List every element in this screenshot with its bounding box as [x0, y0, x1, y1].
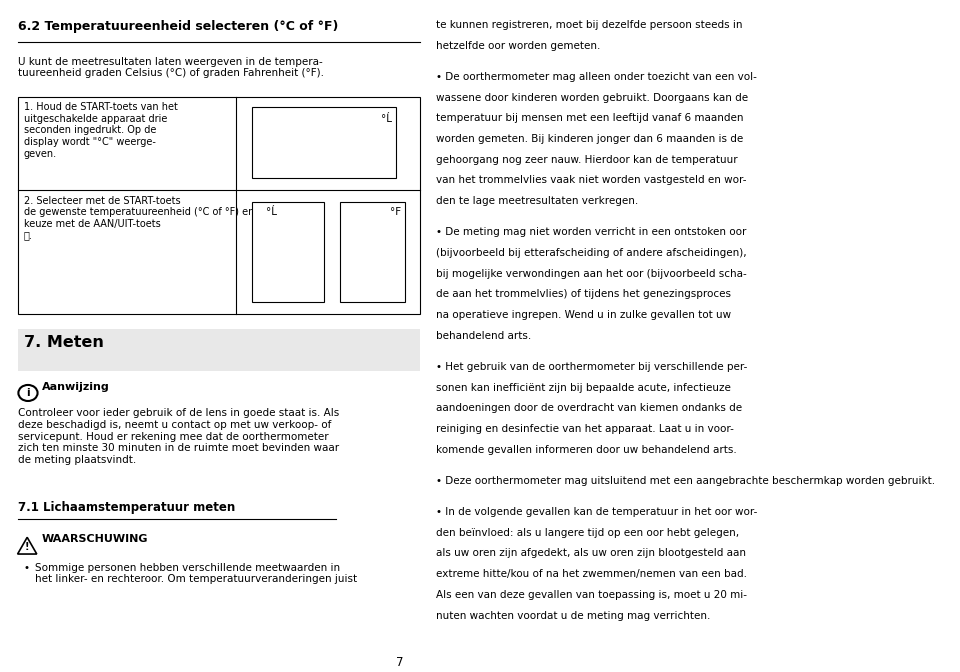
Text: • De meting mag niet worden verricht in een ontstoken oor: • De meting mag niet worden verricht in …	[436, 227, 746, 237]
Text: van het trommelvlies vaak niet worden vastgesteld en wor-: van het trommelvlies vaak niet worden va…	[436, 175, 746, 185]
Text: 7: 7	[396, 657, 403, 669]
Bar	[17, 97, 420, 314]
Text: • De oorthermometer mag alleen onder toezicht van een vol-: • De oorthermometer mag alleen onder toe…	[436, 72, 756, 82]
Text: Sommige personen hebben verschillende meetwaarden in
het linker- en rechteroor. : Sommige personen hebben verschillende me…	[36, 562, 357, 585]
Text: sonen kan inefficiënt zijn bij bepaalde acute, infectieuze: sonen kan inefficiënt zijn bij bepaalde …	[436, 382, 731, 392]
Text: Controleer voor ieder gebruik of de lens in goede staat is. Als
deze beschadigd : Controleer voor ieder gebruik of de lens…	[17, 409, 339, 465]
Text: als uw oren zijn afgedekt, als uw oren zijn blootgesteld aan: als uw oren zijn afgedekt, als uw oren z…	[436, 548, 746, 558]
Text: °Ĺ: °Ĺ	[266, 207, 277, 217]
Text: 7.1 Lichaamstemperatuur meten: 7.1 Lichaamstemperatuur meten	[17, 501, 235, 513]
Text: • Deze oorthermometer mag uitsluitend met een aangebrachte beschermkap worden ge: • Deze oorthermometer mag uitsluitend me…	[436, 476, 935, 486]
Bar	[17, 329, 420, 371]
Text: den te lage meetresultaten verkregen.: den te lage meetresultaten verkregen.	[436, 196, 638, 206]
Text: Als een van deze gevallen van toepassing is, moet u 20 mi-: Als een van deze gevallen van toepassing…	[436, 590, 747, 600]
Text: wassene door kinderen worden gebruikt. Doorgaans kan de: wassene door kinderen worden gebruikt. D…	[436, 93, 748, 103]
Text: den beïnvloed: als u langere tijd op een oor hebt gelegen,: den beïnvloed: als u langere tijd op een…	[436, 528, 739, 538]
Bar	[252, 202, 324, 302]
Text: •: •	[24, 562, 30, 573]
Bar	[340, 202, 405, 302]
Text: extreme hitte/kou of na het zwemmen/nemen van een bad.: extreme hitte/kou of na het zwemmen/neme…	[436, 569, 747, 579]
Text: reiniging en desinfectie van het apparaat. Laat u in voor-: reiniging en desinfectie van het apparaa…	[436, 424, 733, 434]
Text: komende gevallen informeren door uw behandelend arts.: komende gevallen informeren door uw beha…	[436, 445, 736, 455]
Bar	[252, 107, 396, 179]
Text: gehoorgang nog zeer nauw. Hierdoor kan de temperatuur: gehoorgang nog zeer nauw. Hierdoor kan d…	[436, 155, 737, 165]
Text: 7. Meten: 7. Meten	[24, 335, 104, 351]
Text: 1. Houd de START-toets van het
uitgeschakelde apparaat drie
seconden ingedrukt. : 1. Houd de START-toets van het uitgescha…	[24, 102, 178, 159]
Text: !: !	[25, 542, 30, 552]
Text: 2. Selecteer met de START-toets
de gewenste temperatuureenheid (°C of °F) en bev: 2. Selecteer met de START-toets de gewen…	[24, 196, 317, 241]
Text: 6.2 Temperatuureenheid selecteren (°C of °F): 6.2 Temperatuureenheid selecteren (°C of…	[17, 20, 338, 33]
Text: °Ĺ: °Ĺ	[381, 114, 392, 124]
Text: (bijvoorbeeld bij etterafscheiding of andere afscheidingen),: (bijvoorbeeld bij etterafscheiding of an…	[436, 248, 746, 258]
Text: worden gemeten. Bij kinderen jonger dan 6 maanden is de: worden gemeten. Bij kinderen jonger dan …	[436, 134, 743, 144]
Text: U kunt de meetresultaten laten weergeven in de tempera-
tuureenheid graden Celsi: U kunt de meetresultaten laten weergeven…	[17, 57, 324, 79]
Text: • Het gebruik van de oorthermometer bij verschillende per-: • Het gebruik van de oorthermometer bij …	[436, 362, 747, 372]
Text: aandoeningen door de overdracht van kiemen ondanks de: aandoeningen door de overdracht van kiem…	[436, 403, 742, 413]
Text: Aanwijzing: Aanwijzing	[41, 382, 109, 392]
Text: te kunnen registreren, moet bij dezelfde persoon steeds in: te kunnen registreren, moet bij dezelfde…	[436, 20, 742, 30]
Text: • In de volgende gevallen kan de temperatuur in het oor wor-: • In de volgende gevallen kan de tempera…	[436, 507, 757, 517]
Text: behandelend arts.: behandelend arts.	[436, 331, 531, 341]
Text: temperatuur bij mensen met een leeftijd vanaf 6 maanden: temperatuur bij mensen met een leeftijd …	[436, 114, 743, 123]
Text: WAARSCHUWING: WAARSCHUWING	[41, 534, 148, 544]
Text: i: i	[26, 388, 30, 398]
Text: bij mogelijke verwondingen aan het oor (bijvoorbeeld scha-: bij mogelijke verwondingen aan het oor (…	[436, 269, 747, 279]
Text: nuten wachten voordat u de meting mag verrichten.: nuten wachten voordat u de meting mag ve…	[436, 610, 710, 620]
Text: de aan het trommelvlies) of tijdens het genezingsproces: de aan het trommelvlies) of tijdens het …	[436, 290, 731, 300]
Text: na operatieve ingrepen. Wend u in zulke gevallen tot uw: na operatieve ingrepen. Wend u in zulke …	[436, 310, 731, 320]
Text: °F: °F	[390, 207, 401, 217]
Text: hetzelfde oor worden gemeten.: hetzelfde oor worden gemeten.	[436, 41, 600, 51]
